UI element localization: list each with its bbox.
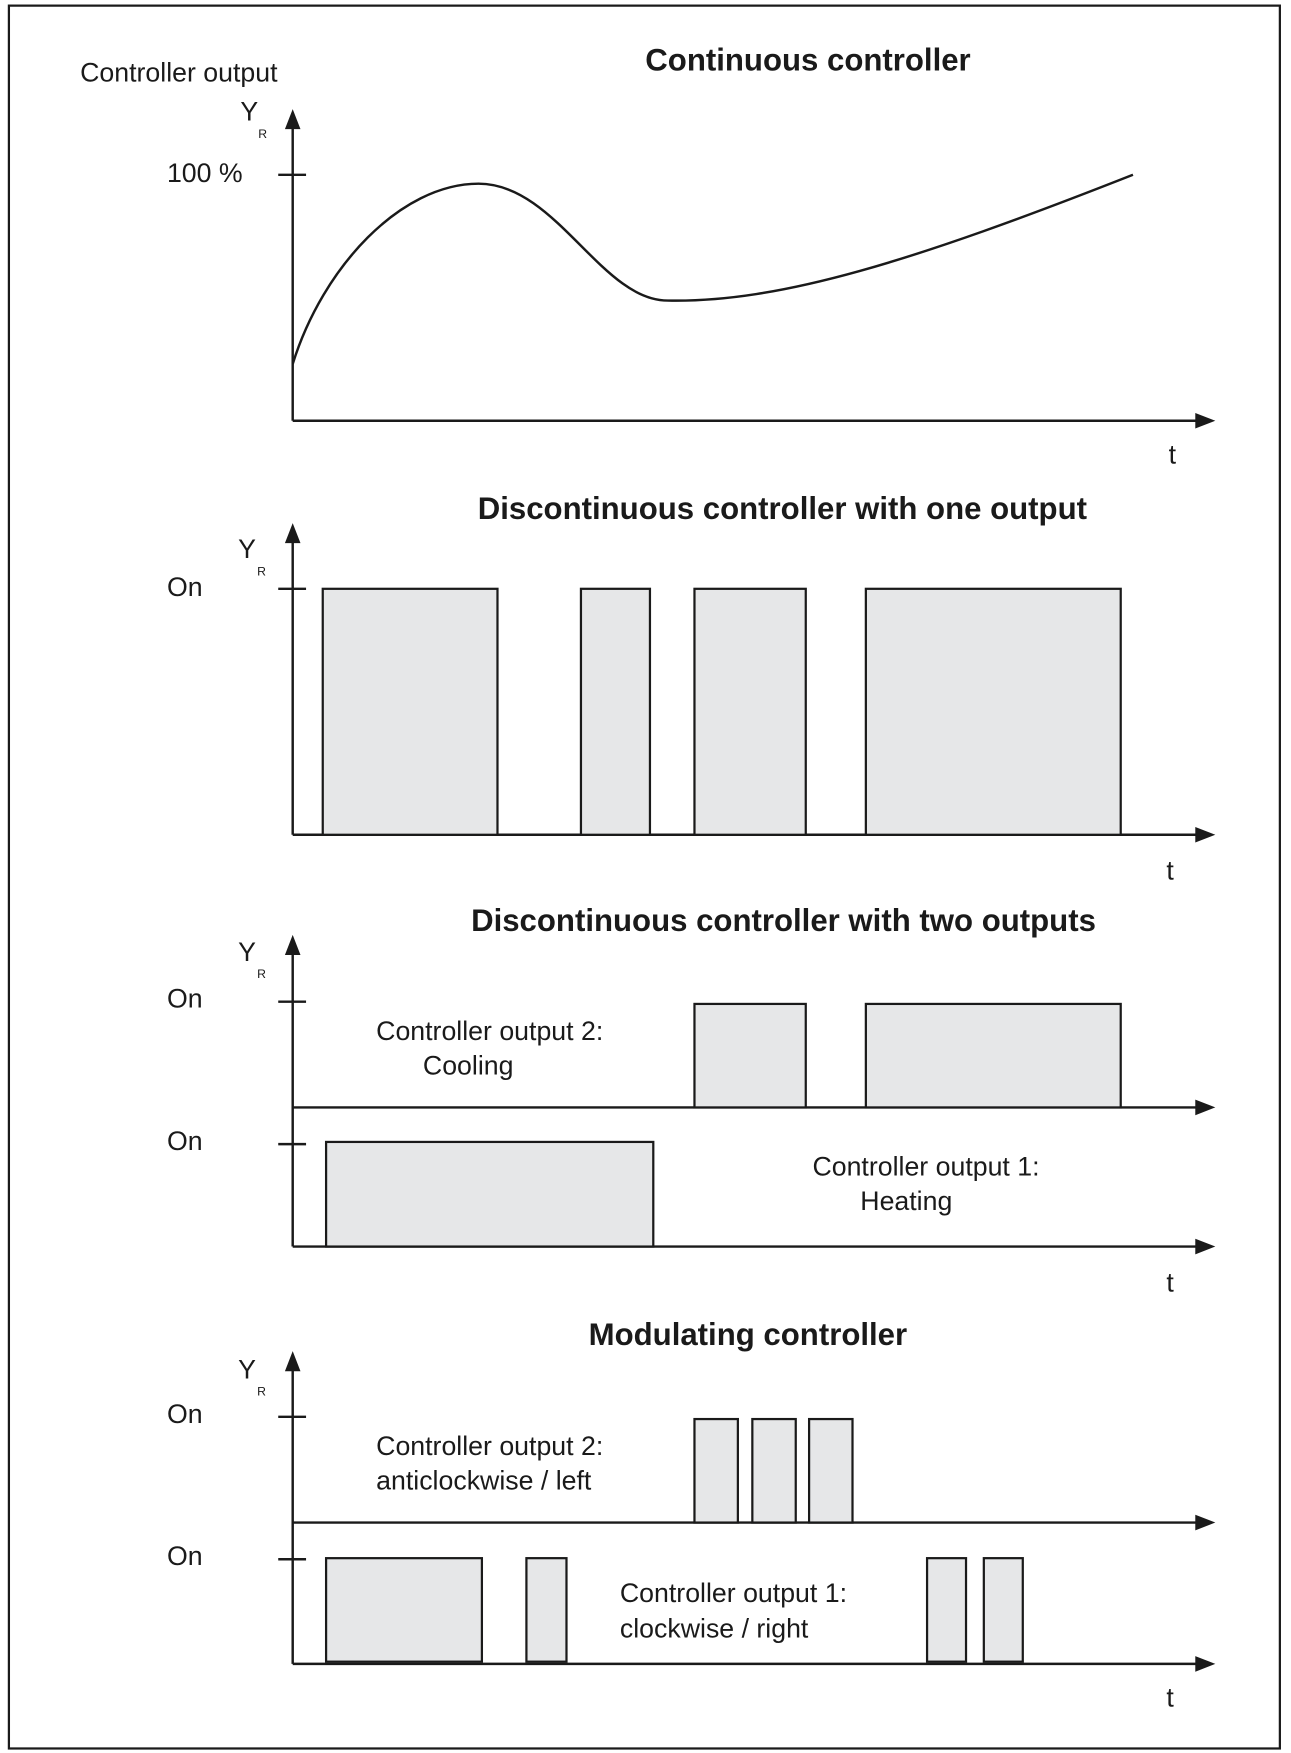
y-subscript: R [257,1385,266,1399]
axes [278,1366,1200,1666]
y-level: On [167,984,203,1014]
right-pulse [982,1557,1024,1663]
panel-title: Continuous controller [645,43,970,78]
y-subscript: R [257,967,266,981]
y-subscript: R [257,564,266,578]
panel-continuous: Continuous controller Controller output … [80,43,1216,469]
heating-pulse [324,1140,655,1248]
cooling-pulse [864,1002,1122,1109]
annotation: Controller output 1: [620,1578,847,1608]
annotation: Cooling [423,1050,514,1080]
panel-title: Discontinuous controller with one output [478,491,1087,526]
y-symbol: Y [238,1354,256,1384]
annotation: Controller output 2: [376,1431,603,1461]
panel-title: Discontinuous controller with two output… [471,903,1096,938]
x-symbol: t [1166,856,1174,886]
x-symbol: t [1166,1267,1174,1297]
right-pulse [925,1557,968,1663]
y-level: On [167,1399,203,1429]
panel-modulating: Modulating controller Y R On On Controll… [167,1317,1216,1713]
annotation: anticlockwise / left [376,1466,592,1496]
on-pulse [693,587,807,836]
y-symbol: Y [238,937,256,967]
output-curve [291,173,1134,365]
x-symbol: t [1166,1683,1174,1713]
axes [278,124,1200,422]
y-symbol: Y [238,534,256,564]
y-axis-label: Controller output [80,58,278,88]
on-pulse [579,587,652,836]
y-subscript: R [258,127,267,141]
left-pulse [693,1417,739,1524]
axes [278,950,1200,1248]
right-pulse [525,1557,568,1663]
cooling-pulse [693,1002,807,1109]
y-symbol: Y [240,97,258,127]
on-pulse [321,587,499,836]
y-level: On [167,572,203,602]
on-pulse [864,587,1122,836]
annotation: Controller output 1: [812,1152,1039,1182]
frame [7,4,1281,1750]
left-pulse [751,1417,797,1524]
left-pulse [807,1417,854,1524]
annotation: Heating [860,1186,952,1216]
annotation: Controller output 2: [376,1016,603,1046]
x-symbol: t [1169,439,1177,469]
panel-one-output: Discontinuous controller with one output… [167,491,1216,886]
panel-two-outputs: Discontinuous controller with two output… [167,903,1216,1297]
y-level: 100 % [167,158,243,188]
y-level: On [167,1541,203,1571]
y-level: On [167,1126,203,1156]
arrows [284,109,1216,429]
annotation: clockwise / right [620,1614,809,1644]
panel-title: Modulating controller [589,1317,907,1352]
right-pulse [324,1557,484,1663]
